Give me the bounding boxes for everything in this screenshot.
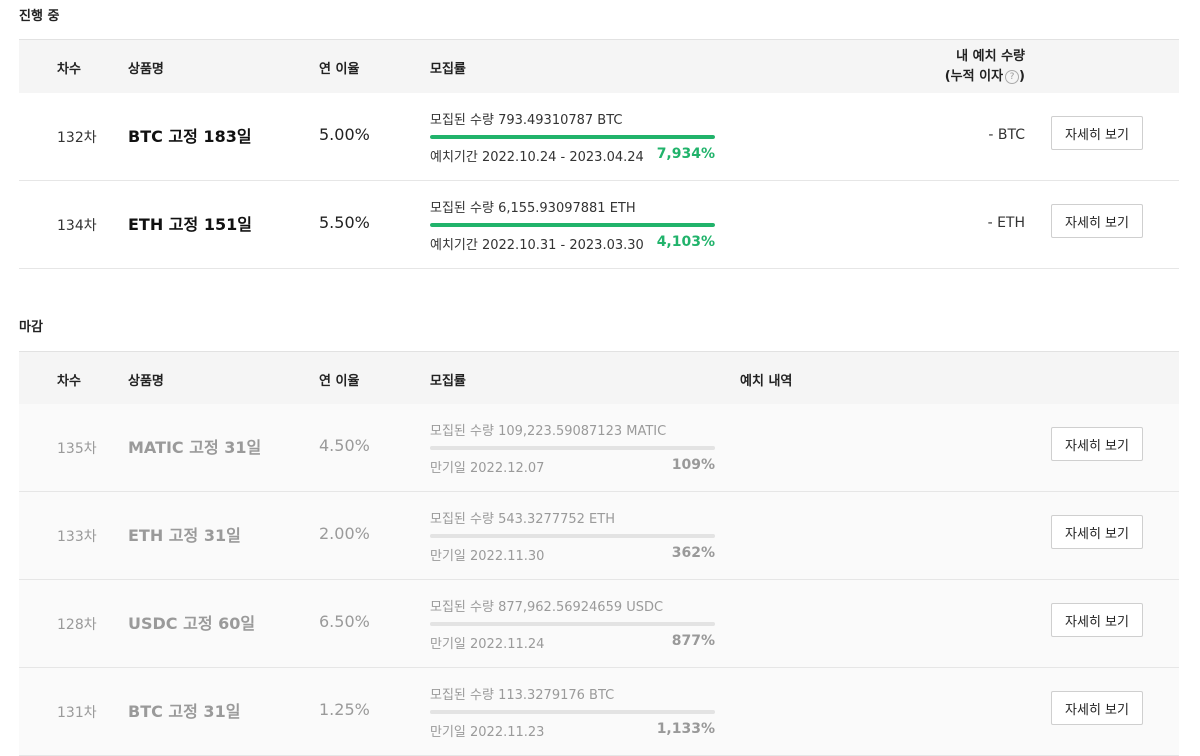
recruit-progress-bar (430, 622, 715, 626)
recruit-progress-bar (430, 446, 715, 450)
recruit-percent: 1,133% (656, 721, 715, 737)
ongoing-table-header: 차수 상품명 연 이율 모집률 내 예치 수량 (누적 이자?) (19, 39, 1179, 93)
section-title-ongoing: 진행 중 (19, 9, 60, 24)
recruited-amount: 모집된 수량 6,155.93097881 ETH (430, 201, 636, 216)
annual-rate: 1.25% (319, 700, 370, 719)
my-deposit-amount: - ETH (987, 215, 1025, 231)
recruit-progress-bar (430, 135, 715, 139)
ongoing-table: 차수 상품명 연 이율 모집률 내 예치 수량 (누적 이자?) 132차 BTC… (19, 39, 1179, 269)
table-row: 128차 USDC 고정 60일 6.50% 모집된 수량 877,962.56924… (19, 580, 1179, 668)
product-name: BTC 고정 183일 (128, 127, 252, 146)
recruited-amount: 모집된 수량 543.3277752 ETH (430, 512, 615, 527)
recruit-progress-fill (430, 135, 715, 139)
ongoing-table-body: 132차 BTC 고정 183일 5.00% 모집된 수량 793.49310787 … (19, 93, 1179, 269)
recruit-progress-fill (430, 622, 715, 626)
recruited-amount: 모집된 수량 793.49310787 BTC (430, 113, 623, 128)
round-number: 132차 (57, 130, 97, 146)
view-details-button[interactable]: 자세히 보기 (1051, 691, 1143, 725)
view-details-button[interactable]: 자세히 보기 (1051, 116, 1143, 150)
round-number: 135차 (57, 441, 97, 457)
header-round: 차수 (57, 62, 81, 77)
view-details-button[interactable]: 자세히 보기 (1051, 603, 1143, 637)
recruited-amount: 모집된 수량 109,223.59087123 MATIC (430, 424, 667, 439)
annual-rate: 6.50% (319, 612, 370, 631)
annual-rate: 5.50% (319, 213, 370, 232)
recruit-percent: 877% (671, 633, 715, 649)
recruit-percent: 109% (671, 457, 715, 473)
maturity-date: 만기일 2022.11.24 (430, 637, 545, 652)
header-accrued-interest-close: ) (1019, 69, 1025, 84)
header-rate: 연 이율 (319, 374, 360, 389)
header-my-deposit-label: 내 예치 수량 (956, 49, 1025, 64)
recruit-meta: 예치기간 2022.10.24 - 2023.04.24 7,934% (430, 146, 715, 165)
product-name: USDC 고정 60일 (128, 614, 256, 633)
recruited-amount: 모집된 수량 877,962.56924659 USDC (430, 600, 664, 615)
recruit-progress-bar (430, 223, 715, 227)
table-row: 135차 MATIC 고정 31일 4.50% 모집된 수량 109,223.5908… (19, 404, 1179, 492)
question-circle-icon[interactable]: ? (1005, 69, 1020, 84)
recruit-meta: 만기일 2022.11.23 1,133% (430, 721, 715, 740)
recruit-percent: 362% (671, 545, 715, 561)
recruit-progress-fill (430, 710, 715, 714)
annual-rate: 4.50% (319, 436, 370, 455)
view-details-button[interactable]: 자세히 보기 (1051, 515, 1143, 549)
recruit-progress-bar (430, 534, 715, 538)
recruited-amount: 모집된 수량 113.3279176 BTC (430, 688, 615, 703)
closed-table: 차수 상품명 연 이율 모집률 예치 내역 135차 MATIC 고정 31일 4.… (19, 351, 1179, 756)
round-number: 134차 (57, 218, 97, 234)
header-product: 상품명 (128, 62, 164, 77)
recruit-meta: 만기일 2022.11.24 877% (430, 633, 715, 652)
recruit-meta: 만기일 2022.12.07 109% (430, 457, 715, 476)
recruit-info: 모집된 수량 113.3279176 BTC 만기일 2022.11.23 1,13… (430, 684, 715, 740)
closed-table-header: 차수 상품명 연 이율 모집률 예치 내역 (19, 351, 1179, 404)
view-details-button[interactable]: 자세히 보기 (1051, 204, 1143, 238)
closed-table-body: 135차 MATIC 고정 31일 4.50% 모집된 수량 109,223.5908… (19, 404, 1179, 756)
recruit-percent: 4,103% (656, 234, 715, 250)
recruit-info: 모집된 수량 877,962.56924659 USDC 만기일 2022.11.… (430, 596, 715, 652)
header-accrued-interest-label: (누적 이자 (944, 69, 1004, 84)
product-name: BTC 고정 31일 (128, 702, 241, 721)
section-title-closed: 마감 (19, 320, 43, 335)
view-details-button[interactable]: 자세히 보기 (1051, 427, 1143, 461)
my-deposit-amount: - BTC (988, 127, 1025, 143)
recruit-info: 모집된 수량 793.49310787 BTC 예치기간 2022.10.24 -… (430, 109, 715, 165)
round-number: 133차 (57, 529, 97, 545)
header-product: 상품명 (128, 374, 164, 389)
recruit-progress-fill (430, 223, 715, 227)
header-deposit-history: 예치 내역 (740, 374, 793, 389)
product-name: MATIC 고정 31일 (128, 438, 262, 457)
maturity-date: 만기일 2022.11.30 (430, 549, 545, 564)
recruit-progress-fill (430, 446, 715, 450)
product-name: ETH 고정 151일 (128, 215, 252, 234)
table-row: 133차 ETH 고정 31일 2.00% 모집된 수량 543.3277752 ET… (19, 492, 1179, 580)
header-accrued-interest: (누적 이자?) (945, 67, 1025, 87)
table-row: 134차 ETH 고정 151일 5.50% 모집된 수량 6,155.9309788… (19, 181, 1179, 269)
deposit-period: 예치기간 2022.10.31 - 2023.03.30 (430, 238, 644, 253)
header-my-deposit: 내 예치 수량 (누적 이자?) (945, 47, 1025, 87)
recruit-progress-fill (430, 534, 715, 538)
maturity-date: 만기일 2022.11.23 (430, 725, 545, 740)
recruit-info: 모집된 수량 6,155.93097881 ETH 예치기간 2022.10.31… (430, 197, 715, 253)
recruit-meta: 만기일 2022.11.30 362% (430, 545, 715, 564)
recruit-percent: 7,934% (656, 146, 715, 162)
annual-rate: 5.00% (319, 125, 370, 144)
maturity-date: 만기일 2022.12.07 (430, 461, 545, 476)
header-rate: 연 이율 (319, 62, 360, 77)
round-number: 131차 (57, 705, 97, 721)
table-row: 132차 BTC 고정 183일 5.00% 모집된 수량 793.49310787 … (19, 93, 1179, 181)
table-row: 131차 BTC 고정 31일 1.25% 모집된 수량 113.3279176 BT… (19, 668, 1179, 756)
header-recruit: 모집률 (430, 62, 466, 77)
recruit-info: 모집된 수량 543.3277752 ETH 만기일 2022.11.30 362% (430, 508, 715, 564)
recruit-meta: 예치기간 2022.10.31 - 2023.03.30 4,103% (430, 234, 715, 253)
annual-rate: 2.00% (319, 524, 370, 543)
recruit-progress-bar (430, 710, 715, 714)
deposit-period: 예치기간 2022.10.24 - 2023.04.24 (430, 150, 644, 165)
recruit-info: 모집된 수량 109,223.59087123 MATIC 만기일 2022.12… (430, 420, 715, 476)
round-number: 128차 (57, 617, 97, 633)
header-round: 차수 (57, 374, 81, 389)
header-recruit: 모집률 (430, 374, 466, 389)
product-name: ETH 고정 31일 (128, 526, 241, 545)
